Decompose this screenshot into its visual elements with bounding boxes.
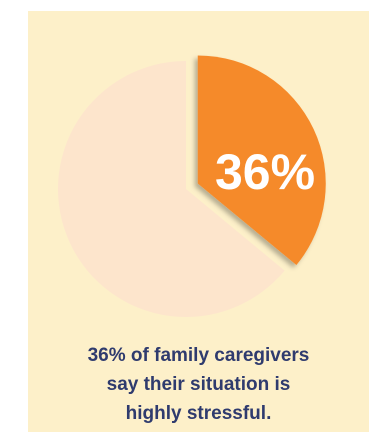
infographic-card: 36% 36% of family caregivers say their s… [28, 11, 369, 432]
pie-slice-64 [57, 61, 285, 317]
pie-chart: 36% [57, 55, 326, 317]
caption: 36% of family caregivers say their situa… [28, 341, 369, 428]
caption-line-3: highly stressful. [125, 403, 272, 424]
caption-line-2: say their situation is [106, 374, 291, 395]
caption-line-1: 36% of family caregivers [87, 345, 310, 366]
data-label-36-percent: 36% [215, 144, 315, 200]
pie-slice-36 [197, 55, 326, 266]
